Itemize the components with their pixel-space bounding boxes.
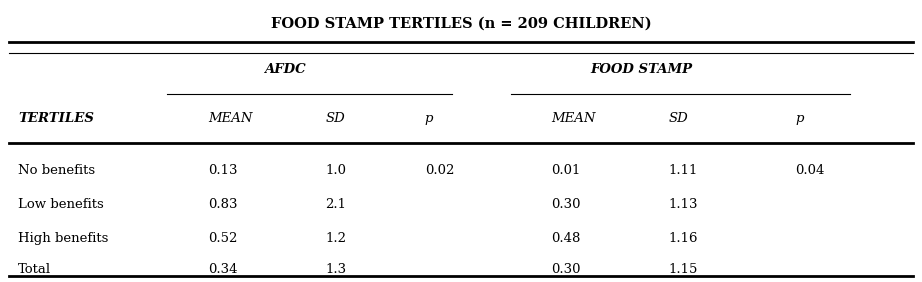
Text: 0.30: 0.30 [551,263,581,276]
Text: 1.13: 1.13 [668,198,698,211]
Text: SD: SD [668,112,689,125]
Text: 0.01: 0.01 [551,164,581,177]
Text: 0.52: 0.52 [208,232,237,244]
Text: 0.34: 0.34 [208,263,238,276]
Text: High benefits: High benefits [18,232,109,244]
Text: SD: SD [325,112,345,125]
Text: 0.04: 0.04 [796,164,824,177]
Text: p: p [425,112,433,125]
Text: 0.83: 0.83 [208,198,238,211]
Text: Total: Total [18,263,52,276]
Text: 0.02: 0.02 [425,164,455,177]
Text: Low benefits: Low benefits [18,198,104,211]
Text: p: p [796,112,804,125]
Text: FOOD STAMP: FOOD STAMP [591,63,692,76]
Text: 1.15: 1.15 [668,263,698,276]
Text: 1.2: 1.2 [325,232,347,244]
Text: 0.30: 0.30 [551,198,581,211]
Text: 1.16: 1.16 [668,232,698,244]
Text: 1.11: 1.11 [668,164,698,177]
Text: 1.3: 1.3 [325,263,347,276]
Text: MEAN: MEAN [551,112,596,125]
Text: No benefits: No benefits [18,164,95,177]
Text: MEAN: MEAN [208,112,253,125]
Text: TERTILES: TERTILES [18,112,94,125]
Text: AFDC: AFDC [264,63,305,76]
Text: 2.1: 2.1 [325,198,347,211]
Text: 1.0: 1.0 [325,164,347,177]
Text: 0.13: 0.13 [208,164,238,177]
Text: 0.48: 0.48 [551,232,581,244]
Text: FOOD STAMP TERTILES (n = 209 CHILDREN): FOOD STAMP TERTILES (n = 209 CHILDREN) [271,16,651,30]
